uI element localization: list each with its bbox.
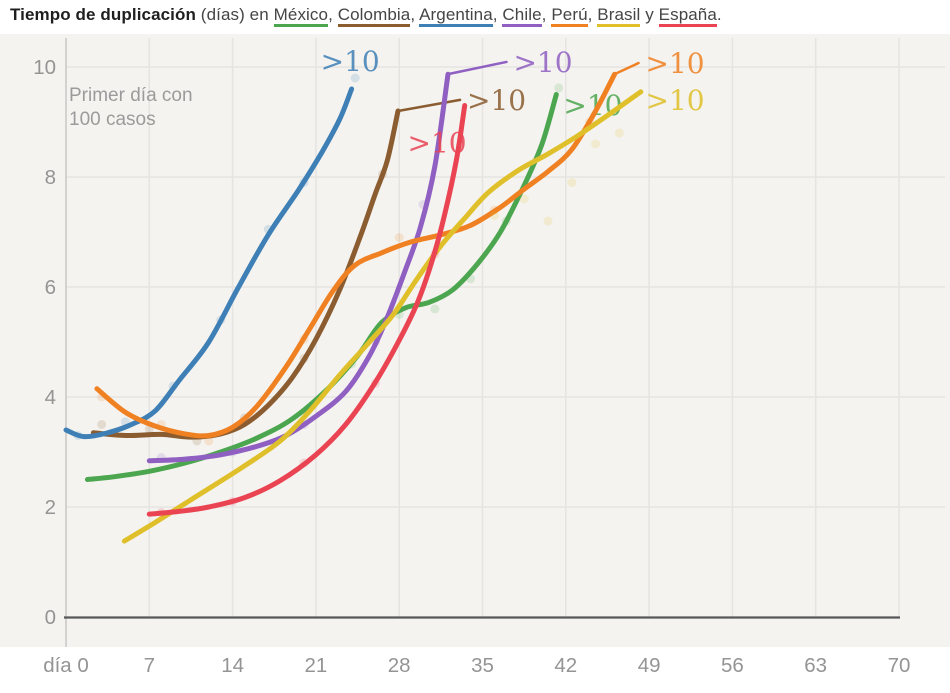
chart-title-bold: Tiempo de duplicación	[10, 5, 196, 24]
y-tick-label-6: 6	[45, 276, 56, 299]
title-separator: ,	[541, 5, 552, 24]
legend-country-peru: Perú	[551, 5, 588, 27]
series-chile: >10	[146, 46, 573, 464]
annotation-line-2: 100 casos	[69, 109, 156, 130]
series-espana: >10	[146, 103, 468, 517]
y-tick-label-0: 0	[45, 606, 56, 629]
label-connector-peru	[613, 61, 640, 76]
end-label-colombia: >10	[467, 84, 526, 117]
y-tick-label-2: 2	[45, 496, 56, 519]
plot-background	[0, 34, 950, 647]
legend-country-espana: España	[658, 5, 717, 27]
chart-title-mid: (días) en	[195, 5, 274, 24]
x-tick-label-35: 35	[471, 654, 494, 677]
trend-line-chile	[146, 71, 451, 464]
trend-line-argentina	[63, 86, 355, 440]
title-separator: y	[640, 5, 659, 24]
y-tick-label-4: 4	[45, 386, 56, 409]
series-peru: >10	[94, 47, 705, 446]
raw-data-dot-mexico	[554, 83, 564, 93]
legend-country-brasil: Brasil	[597, 5, 641, 27]
legend-country-mexico: México	[273, 5, 329, 27]
raw-data-dot-peru	[204, 436, 214, 446]
x-tick-label-63: 63	[804, 654, 827, 677]
series-argentina: >10	[63, 45, 380, 440]
raw-data-dot-brasil	[614, 128, 624, 138]
raw-data-dot-peru	[394, 233, 404, 242]
first-100-cases-annotation: Primer día con 100 casos	[69, 84, 193, 132]
x-tick-label-7: 7	[144, 654, 155, 677]
raw-data-dot-brasil	[489, 211, 499, 220]
end-label-peru: >10	[646, 47, 705, 80]
legend-country-argentina: Argentina	[419, 5, 493, 27]
trend-line-brasil	[121, 89, 644, 544]
trend-line-colombia	[90, 108, 401, 440]
title-separator: ,	[410, 5, 420, 24]
raw-data-dot-brasil	[519, 194, 529, 204]
raw-data-dot-brasil	[591, 139, 601, 149]
y-tick-label-8: 8	[45, 166, 56, 189]
legend-country-chile: Chile	[502, 5, 542, 27]
series-brasil: >10	[121, 84, 705, 544]
title-separator: .	[716, 5, 722, 24]
chart-title: Tiempo de duplicación (días) en México, …	[10, 5, 722, 27]
x-tick-label-70: 70	[888, 654, 911, 677]
label-connector-colombia	[396, 98, 462, 113]
trend-line-peru	[94, 71, 618, 439]
title-separator: ,	[328, 5, 338, 24]
x-tick-label-14: 14	[221, 654, 244, 677]
x-tick-label-21: 21	[304, 654, 327, 677]
label-connector-chile	[446, 60, 508, 76]
x-tick-label-42: 42	[554, 654, 577, 677]
x-tick-label-49: 49	[638, 654, 661, 677]
raw-data-dot-brasil	[543, 216, 553, 226]
annotation-line-1: Primer día con	[69, 85, 193, 106]
end-label-brasil: >10	[646, 84, 705, 117]
title-separator: ,	[492, 5, 503, 24]
legend-country-colombia: Colombia	[337, 5, 411, 27]
x-tick-label-28: 28	[388, 654, 411, 677]
end-label-argentina: >10	[321, 45, 380, 78]
end-label-espana: >10	[408, 126, 467, 159]
title-separator: ,	[587, 5, 598, 24]
raw-data-dot-argentina	[350, 73, 360, 83]
x-tick-label-56: 56	[721, 654, 744, 677]
end-label-chile: >10	[513, 46, 572, 79]
raw-data-dot-colombia	[97, 420, 107, 429]
trend-line-espana	[146, 103, 468, 517]
y-tick-label-10: 10	[33, 56, 56, 79]
raw-data-dot-brasil	[567, 178, 577, 187]
raw-data-dot-mexico	[430, 304, 440, 314]
chart-title-country-list: México, Colombia, Argentina, Chile, Perú…	[273, 5, 722, 27]
x-tick-label-0: día 0	[43, 654, 89, 677]
